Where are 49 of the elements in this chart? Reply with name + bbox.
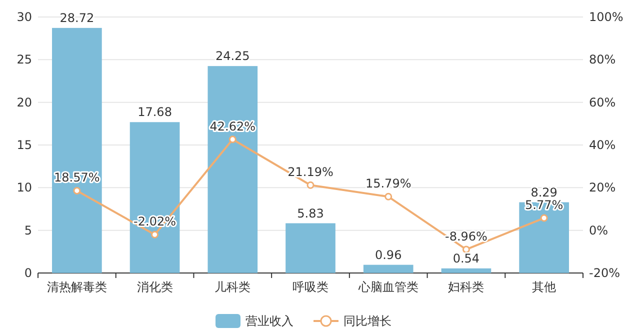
x-tick-label: 其他 (532, 280, 556, 294)
point (306, 181, 314, 189)
legend-label: 营业收入 (246, 314, 294, 328)
y2-tick-label: 20% (589, 180, 616, 195)
bar (52, 28, 102, 273)
x-tick-label: 心脑血管类 (357, 280, 418, 294)
point (228, 136, 236, 144)
bar (519, 202, 569, 273)
bar (441, 268, 492, 273)
y-tick-label: 25 (16, 52, 32, 67)
data-label: 28.72 (60, 10, 94, 25)
y-tick-label: 30 (16, 10, 32, 24)
data-label: 0.54 (452, 251, 480, 266)
y-tick-label: 20 (16, 95, 32, 110)
data-label: 18.57% (54, 170, 100, 185)
data-label: 5.83 (297, 206, 324, 220)
x-tick-label: 呼吸类 (292, 280, 328, 294)
data-label: 5.77% (525, 198, 564, 212)
y2-tick-label: 0% (589, 223, 608, 238)
y2-tick-label: 40% (589, 138, 616, 152)
y2-tick-label: -20% (589, 266, 620, 280)
data-label: 0.96 (375, 248, 402, 262)
y2-tick-label: 100% (589, 10, 624, 24)
x-tick-label: 儿科类 (214, 280, 251, 294)
y-tick-label: 10 (16, 180, 32, 195)
x-tick-label: 消化类 (136, 280, 173, 294)
data-label: 15.79% (365, 176, 412, 191)
point (73, 186, 81, 194)
y2-tick-label: 60% (589, 95, 616, 110)
data-label: 42.62% (210, 119, 256, 134)
data-label: 21.19% (288, 165, 334, 180)
x-tick-label: 清热解毒类 (46, 280, 107, 294)
y-tick-label: 0 (24, 266, 32, 280)
bar (130, 122, 180, 273)
legend-label: 同比增长 (344, 314, 392, 328)
point (540, 214, 548, 222)
bar (208, 66, 258, 273)
point (462, 246, 470, 254)
y-tick-label: 15 (16, 138, 32, 152)
point (384, 192, 392, 200)
bar (286, 223, 336, 273)
data-label: 17.68 (138, 105, 172, 120)
point (151, 230, 159, 238)
x-tick-label: 妇科类 (448, 280, 484, 294)
data-label: 24.25 (215, 49, 250, 64)
bar (363, 264, 414, 273)
data-label: 8.29 (530, 185, 558, 200)
y2-tick-label: 80% (589, 52, 616, 67)
y-tick-label: 5 (24, 223, 32, 238)
